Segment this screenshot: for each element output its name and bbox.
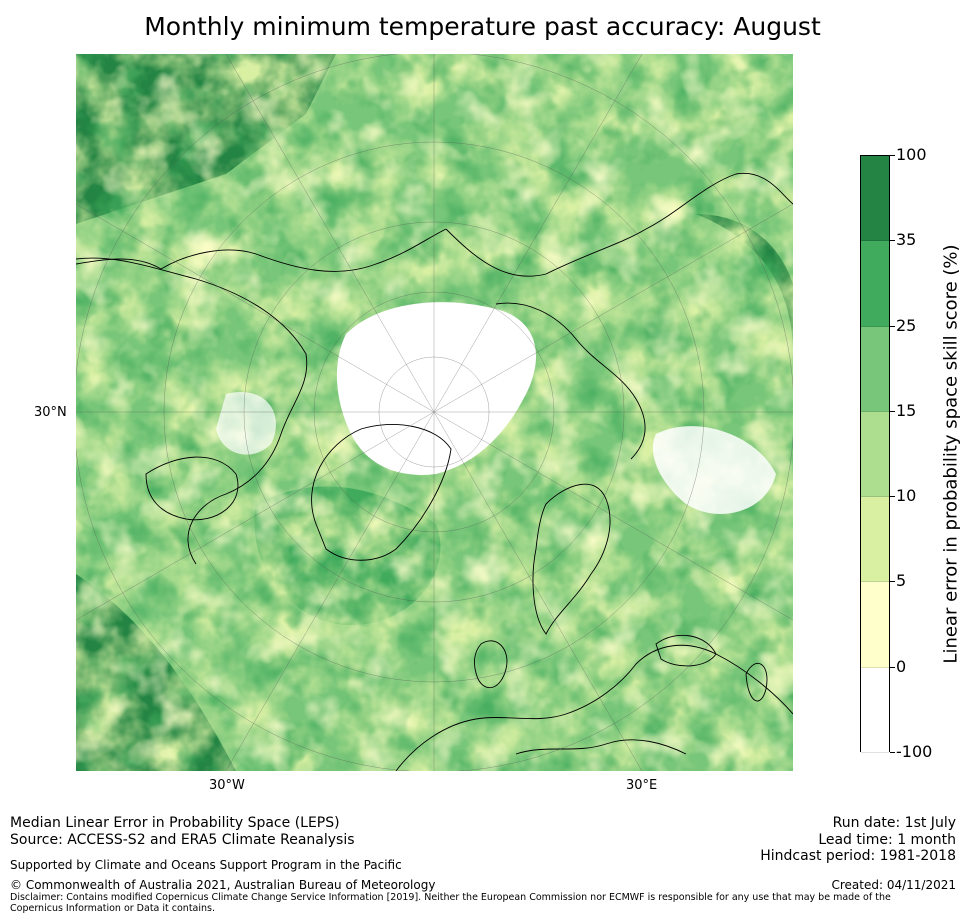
coast-canada-arctic: [76, 257, 308, 565]
colorbar-tick-label: -100: [896, 742, 933, 761]
colorbar-bin: [861, 326, 889, 412]
field-arctic-white-2: [485, 345, 529, 394]
colorbar-tick-mark: [890, 666, 895, 668]
graticule: [76, 54, 793, 771]
coast-siberia: [445, 172, 793, 277]
chart-title: Monthly minimum temperature past accurac…: [144, 12, 821, 41]
graticule-meridian: [433, 203, 793, 413]
coast-europe: [395, 644, 793, 771]
coastlines: [76, 172, 793, 771]
graticule-meridian: [76, 203, 435, 413]
colorbar-tick-mark: [890, 155, 895, 156]
colorbar-tick-label: 0: [896, 656, 907, 676]
coast-black-sea: [655, 634, 717, 667]
skill-map: [76, 54, 793, 771]
field-white-patch-east: [652, 426, 776, 514]
coast-greenland: [311, 424, 452, 561]
map-panel: [76, 54, 793, 771]
footer-run-date: Run date: 1st July: [832, 815, 956, 831]
colorbar-tick-mark: [890, 581, 895, 583]
colorbar-tick-label: 25: [896, 315, 917, 335]
lon-label-30w: 30°W: [209, 778, 245, 793]
colorbar-bin: [861, 667, 889, 753]
coast-siberia-north: [495, 302, 646, 460]
colorbar-tick-label: 100: [896, 145, 927, 164]
colorbar-bin: [861, 241, 889, 327]
field-white-patch-west: [216, 392, 276, 455]
coast-caspian: [745, 662, 768, 702]
colorbar-tick-label: 10: [896, 486, 917, 506]
coast-hudson: [145, 456, 239, 521]
colorbar-tick-mark: [890, 752, 895, 753]
colorbar-tick-label: 35: [896, 230, 917, 250]
lat-label-30n: 30°N: [34, 405, 67, 420]
coast-mediterranean: [515, 739, 687, 755]
coast-british-isles: [474, 640, 508, 689]
footer-source-line: Source: ACCESS-S2 and ERA5 Climate Reana…: [10, 832, 355, 848]
footer-hindcast-period: Hindcast period: 1981-2018: [760, 848, 956, 864]
lon-label-30e: 30°E: [626, 778, 658, 793]
footer-disclaimer: Disclaimer: Contains modified Copernicus…: [10, 892, 891, 914]
colorbar-bin: [861, 156, 889, 242]
footer-created-date: Created: 04/11/2021: [831, 878, 956, 892]
colorbar-tick-mark: [890, 325, 895, 327]
graticule-meridian: [225, 411, 435, 771]
footer-leps-line: Median Linear Error in Probability Space…: [10, 815, 340, 831]
colorbar: [860, 155, 890, 753]
coast-alaska: [76, 228, 447, 272]
colorbar-bin: [861, 497, 889, 583]
graticule-meridian: [433, 411, 643, 771]
colorbar-tick-label: 5: [896, 571, 907, 591]
footer-lead-time: Lead time: 1 month: [818, 832, 956, 848]
footer-copyright: © Commonwealth of Australia 2021, Austra…: [10, 878, 436, 892]
colorbar-bin: [861, 582, 889, 668]
graticule-meridian: [225, 54, 435, 413]
colorbar-tick-label: 15: [896, 400, 917, 420]
colorbar-tick-mark: [890, 496, 895, 498]
footer-support-line: Supported by Climate and Oceans Support …: [10, 858, 402, 872]
graticule-meridian: [433, 54, 643, 413]
colorbar-tick-mark: [890, 240, 895, 242]
graticule-meridian: [433, 411, 793, 621]
colorbar-tick-mark: [890, 410, 895, 412]
colorbar-bin: [861, 411, 889, 498]
graticule-meridian: [76, 411, 435, 621]
field-arctic-white: [336, 302, 536, 475]
colorbar-title: Linear error in probability space skill …: [940, 244, 962, 664]
coast-scandinavia: [532, 483, 611, 635]
